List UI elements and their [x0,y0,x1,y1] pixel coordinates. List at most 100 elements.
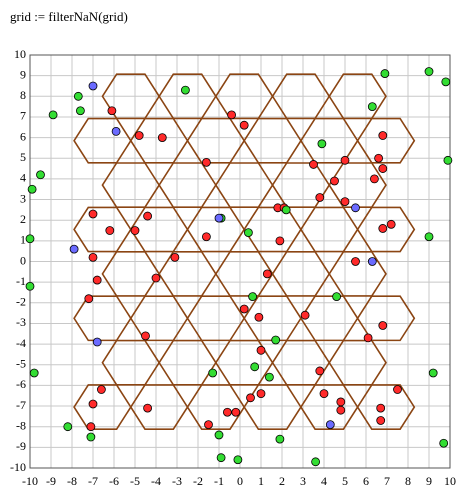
hexagon [186,384,246,430]
y-tick-label: 3 [20,191,26,205]
hexagon [243,384,302,430]
x-tick-label: 2 [279,474,285,488]
point [317,139,327,149]
point [351,203,360,213]
x-tick-label: -8 [67,474,77,488]
point [332,292,342,302]
hexagon [214,162,274,208]
point [134,131,144,140]
point [367,102,377,112]
point [227,110,237,120]
point [73,91,83,101]
hexagon [299,117,359,164]
hexagon [101,339,161,386]
point [254,312,264,322]
hexagon [186,206,246,253]
point [336,397,346,407]
y-tick-label: -5 [16,357,26,371]
x-tick-label: 9 [426,474,432,488]
point [88,399,98,409]
hexagon [73,206,132,253]
point [325,420,335,430]
point [231,407,241,417]
point [336,405,346,415]
x-tick-label: -5 [130,474,140,488]
point [367,257,377,266]
point [86,432,96,442]
point [25,281,35,291]
point [88,252,98,262]
hexagon [356,384,416,430]
hexagon [243,206,302,253]
hexagon [271,250,331,297]
y-tick-label: 9 [20,67,26,81]
point [315,193,325,202]
hexagon [186,117,246,164]
point [92,275,102,285]
point [311,457,321,467]
point [256,345,266,355]
y-tick-label: 1 [20,233,26,247]
point [424,67,434,76]
point [281,205,291,215]
hexagon [101,162,161,208]
point [378,131,388,140]
point [76,106,85,116]
point [216,453,226,463]
x-tick-label: -6 [109,474,119,488]
point [243,228,253,237]
hexagon [129,384,189,430]
point [428,368,438,378]
x-tick-label: -7 [88,474,98,488]
y-tick-label: 6 [20,129,26,143]
point [393,385,402,394]
y-tick-label: 7 [20,109,26,123]
point [443,155,453,165]
point [330,176,339,186]
point [222,407,232,417]
point [378,164,388,173]
x-tick-label: -3 [172,474,182,488]
point [69,244,79,254]
y-tick-label: -8 [16,418,26,432]
x-tick-label: -9 [46,474,56,488]
point [239,304,249,314]
point [29,368,39,378]
y-tick-label: -3 [16,315,26,329]
y-tick-label: -10 [10,460,26,474]
point [233,455,243,465]
point [25,234,35,244]
point [262,269,272,279]
y-tick-label: 2 [20,212,26,226]
hexagon [101,250,161,297]
point [376,403,386,413]
x-tick-label: 6 [363,474,369,488]
point [309,160,318,169]
point [214,430,224,440]
point [130,226,140,235]
hexagon [73,117,132,164]
y-tick-label: -4 [16,336,26,350]
y-tick-label: 4 [20,171,26,185]
y-tick-label: 8 [20,88,26,102]
x-tick-label: -1 [214,474,224,488]
x-tick-label: 10 [444,474,456,488]
x-tick-label: -2 [193,474,203,488]
point [201,157,211,167]
x-tick-label: 3 [300,474,306,488]
point [351,257,360,266]
point [275,434,285,444]
y-tick-label: 10 [14,47,26,61]
point [369,174,379,184]
point [271,335,281,345]
point [97,385,106,394]
point [264,372,274,382]
point [250,362,260,372]
hexagon [243,117,302,164]
point [246,393,255,403]
point [111,127,121,136]
point [340,155,350,165]
point [275,236,285,246]
y-tick-label: -2 [16,295,26,309]
point [376,416,386,425]
